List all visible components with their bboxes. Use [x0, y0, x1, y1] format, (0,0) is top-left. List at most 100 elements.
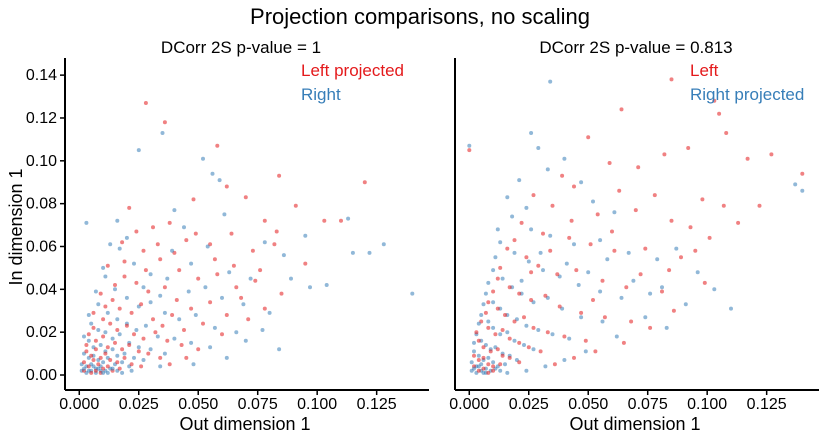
panel-left-point-right: [165, 276, 170, 281]
panel-right-point-right: [591, 199, 595, 204]
panel-left-point-right: [158, 364, 163, 369]
panel-left-point-right: [134, 328, 139, 332]
panel-right-point-right: [472, 340, 476, 345]
panel-left-ytick-label: 0.14: [26, 67, 57, 84]
panel-left-point-left: [262, 218, 267, 223]
panel-right-point-right: [469, 360, 474, 365]
panel-left-point-right: [158, 293, 163, 298]
panel-right-point-left: [491, 364, 496, 369]
panel-left-point-right: [346, 216, 351, 221]
panel-left-point-left: [108, 321, 113, 326]
panel-left-point-left: [139, 364, 144, 369]
panel-right-point-right: [472, 349, 476, 354]
panel-left-point-left: [179, 343, 184, 347]
panel-left-point-left: [184, 238, 189, 243]
panel-right-point-left: [671, 308, 676, 313]
panel-right-point-left: [505, 246, 510, 251]
panel-right-point-left: [467, 148, 472, 153]
panel-right-point-left: [507, 336, 512, 341]
panel-right-point-left: [638, 272, 643, 277]
panel-left-ylabel: In dimension 1: [6, 168, 26, 285]
panel-left-point-left: [103, 351, 108, 356]
panel-right-point-right: [519, 278, 524, 283]
panel-left-legend-left-projected: Left projected: [301, 61, 404, 80]
panel-left-point-right: [101, 360, 106, 365]
panel-right-point-left: [669, 77, 674, 82]
panel-right-point-left: [481, 366, 486, 371]
panel-right-point-left: [529, 270, 534, 275]
panel-right-point-left: [500, 328, 505, 332]
panel-left-point-right: [208, 345, 213, 350]
panel-left-point-right: [170, 248, 175, 253]
panel-left-point-right: [122, 351, 127, 356]
panel-right-point-left: [572, 184, 576, 189]
panel-right-point-left: [588, 242, 593, 247]
panel-right-point-right: [579, 180, 584, 185]
panel-left-point-right: [193, 313, 198, 317]
panel-left-point-left: [155, 242, 160, 247]
panel-left-point-left: [115, 360, 120, 365]
panel-right-point-right: [524, 323, 529, 328]
panel-right-point-right: [529, 227, 534, 232]
panel-left-point-right: [324, 283, 329, 287]
panel-left-point-left: [93, 338, 98, 343]
panel-right-point-right: [529, 131, 534, 135]
panel-right-point-left: [800, 171, 805, 176]
panel-right-point-right: [655, 257, 660, 262]
panel-left-point-left: [120, 347, 125, 352]
panel-left-point-right: [267, 310, 272, 315]
panel-right-point-left: [498, 265, 503, 270]
panel-right-point-left: [700, 197, 705, 202]
panel-left-point-left: [162, 120, 167, 125]
panel-right-point-left: [491, 368, 496, 373]
panel-left-point-left: [262, 306, 267, 311]
panel-left-point-left: [231, 263, 236, 268]
panel-right-point-left: [707, 235, 712, 240]
panel-left-point-left: [246, 317, 251, 322]
panel-right-point-right: [541, 268, 545, 273]
panel-left-point-right: [86, 313, 91, 317]
panel-right-point-left: [538, 349, 543, 354]
panel-right-point-right: [712, 287, 717, 292]
panel-left-point-right: [115, 317, 120, 322]
panel-left-point-right: [367, 250, 372, 255]
panel-left-point-left: [224, 313, 229, 317]
panel-left-point-left: [98, 355, 103, 360]
panel-right-point-left: [567, 235, 572, 240]
panel-left-point-left: [184, 355, 189, 360]
panel-right-point-right: [586, 270, 591, 275]
panel-left-point-right: [96, 302, 101, 307]
panel-right-point-left: [495, 347, 500, 352]
panel-left-point-right: [136, 148, 141, 153]
panel-left-point-right: [191, 362, 196, 367]
panel-right-point-left: [526, 345, 531, 350]
panel-left-point-left: [91, 358, 96, 362]
panel-left-point-left: [122, 274, 127, 279]
panel-right-point-right: [510, 214, 515, 219]
panel-left-point-right: [189, 340, 194, 345]
panel-right-point-right: [498, 368, 503, 373]
panel-left-point-left: [84, 343, 89, 347]
panel-left-xtick-label: 0.100: [297, 396, 337, 413]
panel-left-point-left: [143, 101, 148, 105]
panel-right-point-left: [519, 220, 524, 225]
panel-right-point-left: [517, 340, 522, 345]
panel-left-point-right: [201, 156, 205, 161]
panel-right-point-left: [486, 300, 491, 305]
panel-right-point-right: [505, 195, 510, 200]
panel-right-point-left: [633, 208, 638, 213]
panel-left-point-left: [339, 218, 343, 223]
panel-right-point-right: [683, 302, 688, 307]
panel-left-point-left: [82, 360, 86, 365]
panel-right-point-right: [631, 278, 636, 283]
panel-left-point-left: [174, 298, 179, 302]
panel-right-point-left: [483, 310, 488, 315]
panel-right-point-left: [486, 325, 491, 330]
panel-right-point-right: [729, 306, 733, 311]
panel-right-point-right: [648, 291, 653, 296]
panel-right-point-left: [500, 353, 505, 358]
panel-left-point-left: [101, 317, 106, 322]
panel-left-point-left: [196, 276, 201, 281]
panel-right-point-right: [562, 156, 567, 161]
panel-right-point-left: [636, 165, 641, 170]
